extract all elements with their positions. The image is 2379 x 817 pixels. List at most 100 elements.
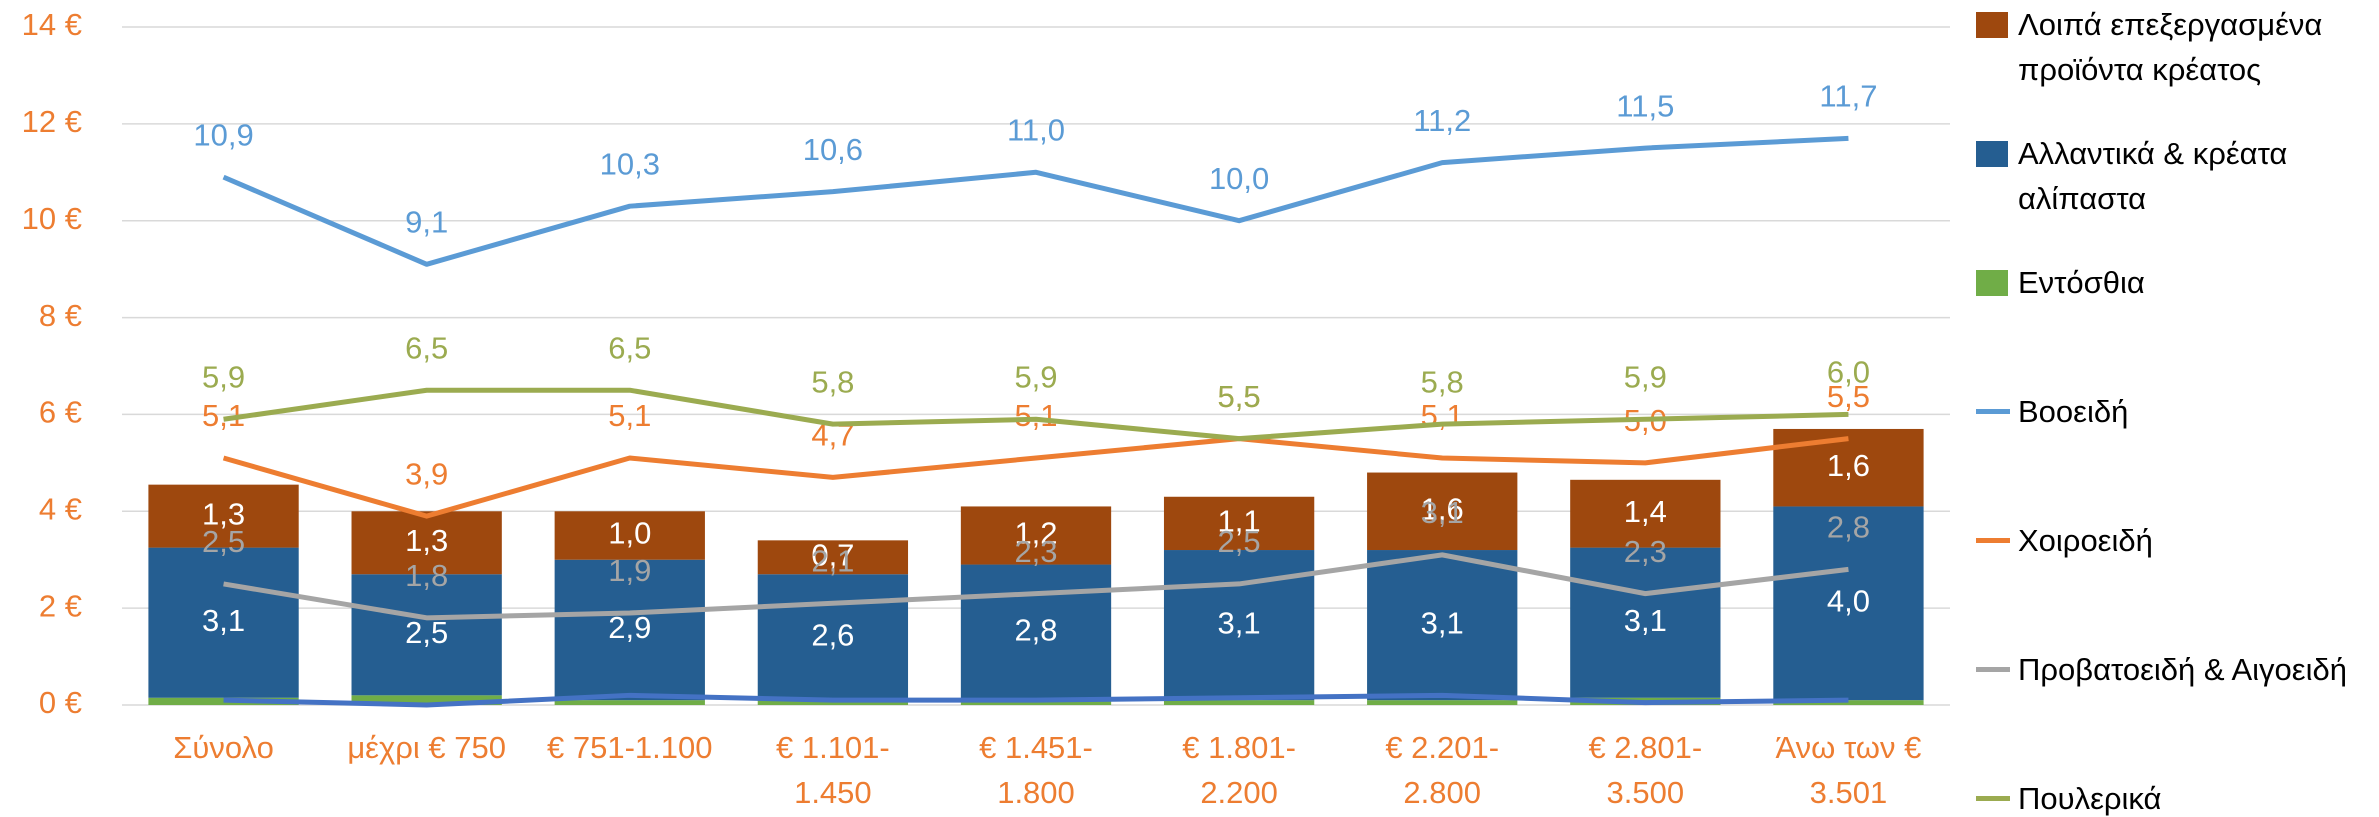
bar xyxy=(554,559,705,701)
data-label: 5,5 xyxy=(1827,379,1870,414)
data-label: 10,9 xyxy=(193,117,253,152)
bar xyxy=(960,564,1112,701)
data-label: 2,5 xyxy=(202,524,245,559)
data-label: 2,5 xyxy=(405,615,448,650)
y-tick-label: 2 € xyxy=(39,588,82,623)
bar xyxy=(757,574,909,701)
data-label: 6,0 xyxy=(1827,355,1870,390)
data-label: 10,6 xyxy=(803,132,863,167)
x-tick-label: € 2.801-3.500 xyxy=(1588,730,1703,810)
legend-swatch xyxy=(1976,141,2008,167)
data-label: 5,5 xyxy=(1218,379,1261,414)
legend-swatch xyxy=(1976,270,2008,296)
data-label: 3,1 xyxy=(1421,605,1464,640)
data-label: 3,1 xyxy=(202,603,245,638)
data-label: 5,9 xyxy=(1624,359,1667,394)
legend-swatch xyxy=(1976,409,2010,414)
legend-swatch xyxy=(1976,12,2008,38)
line xyxy=(223,552,1849,621)
bar xyxy=(351,574,502,696)
bar xyxy=(757,540,909,575)
data-label: 1,3 xyxy=(202,496,245,531)
data-label: 1,6 xyxy=(1827,448,1870,483)
x-tick-label: € 2.201-2.800 xyxy=(1385,730,1500,810)
line xyxy=(223,387,1849,442)
legend-swatch xyxy=(1976,538,2010,543)
bar xyxy=(148,547,299,698)
bar xyxy=(1163,700,1315,705)
y-tick-label: 10 € xyxy=(22,201,82,236)
data-label: 2,3 xyxy=(1014,534,1057,569)
data-label: 1,0 xyxy=(608,516,651,551)
data-label: 10,0 xyxy=(1209,161,1269,196)
x-tick-label: μέχρι € 750 xyxy=(347,730,506,765)
bar xyxy=(1367,700,1518,705)
data-label: 2,9 xyxy=(608,610,651,645)
data-label: 0,7 xyxy=(811,537,854,572)
bar xyxy=(351,511,502,575)
data-label: 3,1 xyxy=(1421,495,1464,530)
legend-entry: Βοοειδή xyxy=(1976,389,2358,434)
line xyxy=(223,692,1849,708)
legend-entry: Πουλερικά xyxy=(1976,776,2358,817)
data-label: 11,2 xyxy=(1413,103,1471,138)
legend-swatch xyxy=(1976,796,2010,801)
plot: 0 € 2 € 4 € 6 € 8 € 10 € 12 € 14 € 3,1 2,5 2,9 2,6 2… xyxy=(22,7,1950,720)
data-label: 11,5 xyxy=(1616,88,1674,123)
data-label: 11,0 xyxy=(1007,112,1065,147)
data-label: 10,3 xyxy=(600,146,660,181)
x-tick-label: € 1.101-1.450 xyxy=(775,730,890,810)
bar xyxy=(1367,472,1518,551)
x-tick-label: Σύνολο xyxy=(173,730,274,765)
data-label: 2,1 xyxy=(811,543,854,578)
line xyxy=(222,135,1849,267)
y-tick-label: 6 € xyxy=(39,395,82,430)
bar xyxy=(1163,496,1315,551)
x-tick-label: Άνω των € 3.501 xyxy=(1775,730,1922,810)
y-tick-label: 4 € xyxy=(39,491,82,526)
data-label: 2,3 xyxy=(1624,534,1667,569)
data-label: 9,1 xyxy=(405,204,448,239)
data-label: 5,8 xyxy=(811,364,854,399)
data-label: 1,4 xyxy=(1624,494,1667,529)
legend-entry: Αλλαντικά & κρέατα αλίπαστα xyxy=(1976,131,2358,221)
legend-entry: Χοιροειδή xyxy=(1976,518,2358,563)
data-label: 5,1 xyxy=(608,398,651,433)
x-tick-label: € 1.801-2.200 xyxy=(1182,730,1296,810)
data-label: 6,5 xyxy=(405,330,448,365)
data-label: 5,1 xyxy=(1014,398,1057,433)
legend-entry: Λοιπά επεξεργασμένα προϊόντα κρέατος xyxy=(1976,2,2358,92)
data-label: 2,6 xyxy=(811,617,854,652)
y-tick-label: 12 € xyxy=(22,104,82,139)
data-label: 4,0 xyxy=(1827,583,1870,618)
data-label: 2,8 xyxy=(1014,613,1057,648)
legend-entry: Προβατοειδή & Αιγοειδή xyxy=(1976,647,2358,692)
data-label: 1,1 xyxy=(1218,504,1261,539)
data-label: 5,5 xyxy=(1218,379,1261,414)
data-label: 1,2 xyxy=(1014,516,1057,551)
data-label: 3,9 xyxy=(405,456,448,491)
data-label: 5,9 xyxy=(202,359,245,394)
data-label: 6,5 xyxy=(608,330,651,365)
data-label: 5,1 xyxy=(1421,398,1464,433)
bar xyxy=(1570,479,1721,548)
bar xyxy=(1773,428,1924,507)
bar xyxy=(148,484,299,548)
data-label: 3,1 xyxy=(1218,605,1261,640)
legend-entry: Εντόσθια xyxy=(1976,260,2358,305)
bar xyxy=(554,511,705,560)
data-label: 3,1 xyxy=(1624,603,1667,638)
data-label: 11,7 xyxy=(1819,79,1877,114)
data-label: 5,8 xyxy=(1421,364,1464,399)
data-label: 5,9 xyxy=(1014,359,1057,394)
data-label: 1,3 xyxy=(405,523,448,558)
line xyxy=(222,436,1849,519)
bar xyxy=(1367,550,1518,701)
bar xyxy=(351,695,502,705)
x-tick-label: € 1.451-1.800 xyxy=(979,730,1093,810)
y-tick-label: 14 € xyxy=(22,7,82,42)
bar xyxy=(1570,547,1721,698)
data-label: 2,8 xyxy=(1827,510,1870,545)
legend-swatch xyxy=(1976,667,2010,672)
